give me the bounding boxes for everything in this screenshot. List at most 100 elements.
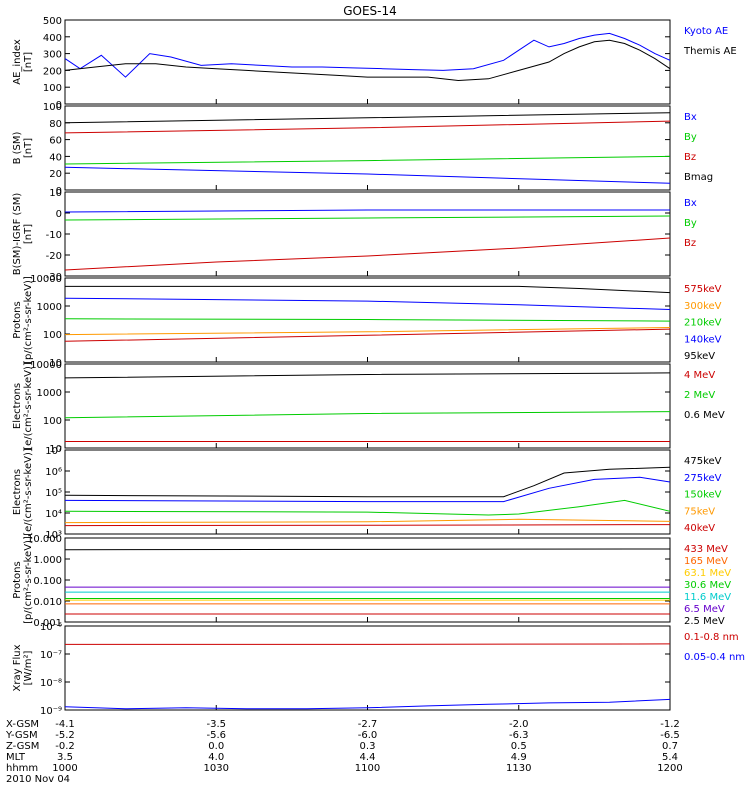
- series-line-40kev: [64, 524, 671, 527]
- legend-entry: 0.05-0.4 nm: [684, 652, 745, 663]
- axis-tick-value: -2.0: [509, 719, 529, 730]
- y-axis-label: [p/(cm²-s-sr-keV)]: [23, 536, 34, 624]
- axis-row-label: Y-GSM: [5, 730, 38, 741]
- axis-tick-value: -0.2: [55, 741, 75, 752]
- y-tick-label: 200: [43, 66, 62, 77]
- legend-entry: Bmag: [684, 172, 713, 183]
- plot-title: GOES-14: [343, 4, 397, 18]
- legend-entry: 63.1 MeV: [684, 568, 731, 579]
- panel-4: 10 100 1000 10000 Protons [p/(cm²-s-sr-keV)] 5…: [12, 274, 722, 369]
- axis-tick-value: -5.6: [206, 730, 226, 741]
- legend-entry: 475keV: [684, 456, 722, 467]
- plot-date: 2010 Nov 04: [6, 774, 70, 785]
- y-axis-label: Electrons: [12, 383, 23, 429]
- y-tick-label: 0.001: [33, 618, 62, 629]
- axis-row-label: X-GSM: [6, 719, 39, 730]
- axis-tick-value: -6.3: [509, 730, 529, 741]
- y-tick-label: 500: [43, 16, 62, 27]
- y-tick-label: 1000: [37, 388, 62, 399]
- y-tick-label: 10⁷: [45, 446, 62, 457]
- series-line-kyoto-ae: [64, 32, 671, 78]
- y-tick-label: 100: [43, 416, 62, 427]
- legend-entry: 0.1-0.8 nm: [684, 632, 739, 643]
- axis-row-label: Z-GSM: [6, 741, 39, 752]
- y-axis-label: [nT]: [23, 224, 34, 244]
- y-axis-label: Xray Flux: [12, 644, 23, 691]
- series-line-themis-ae: [64, 39, 671, 82]
- series-line-0-1-0-8-nm: [65, 643, 671, 645]
- legend-entry: 40keV: [684, 523, 715, 534]
- legend-entry: Themis AE: [683, 46, 737, 57]
- y-tick-label: 10⁻⁸: [40, 678, 62, 689]
- y-axis-label: [W/m²]: [23, 650, 34, 685]
- series-line-bmag: [64, 112, 671, 124]
- axis-tick-value: 4.9: [511, 752, 527, 763]
- y-tick-label: 0: [56, 100, 62, 111]
- legend-entry: 433 MeV: [684, 544, 728, 555]
- legend-entry: 150keV: [684, 490, 722, 501]
- y-tick-label: 10: [49, 188, 62, 199]
- y-axis-label: [p/(cm²-s-sr-keV)]: [23, 276, 34, 364]
- axis-tick-value: -3.5: [206, 719, 226, 730]
- series-line-0-6-mev: [64, 372, 671, 379]
- y-tick-label: 100: [43, 102, 62, 113]
- y-tick-label: 10: [49, 358, 62, 369]
- axis-tick-value: 1000: [52, 763, 77, 774]
- legend-entry: 95keV: [684, 351, 715, 362]
- y-tick-label: 10⁻⁶: [40, 622, 62, 633]
- y-tick-label: 100: [43, 83, 62, 94]
- series-line-bz: [64, 237, 671, 271]
- axis-tick-value: -4.1: [55, 719, 75, 730]
- y-tick-label: 60: [49, 136, 62, 147]
- y-tick-label: 10⁻⁹: [40, 706, 62, 717]
- legend-entry: Bz: [684, 152, 696, 163]
- axis-tick-value: 0.5: [511, 741, 527, 752]
- y-tick-label: 1.000: [33, 555, 62, 566]
- legend-entry: Kyoto AE: [684, 26, 728, 37]
- axis-tick-value: 0.7: [662, 741, 678, 752]
- y-axis-label: Protons: [12, 301, 23, 338]
- legend-entry: 0.6 MeV: [684, 410, 725, 421]
- axis-tick-value: -1.2: [660, 719, 680, 730]
- y-axis-label: [e/(cm²-s-sr-keV)]: [23, 448, 34, 536]
- y-axis-label: B (SM): [12, 131, 23, 164]
- y-tick-label: 10⁶: [45, 467, 62, 478]
- legend-entry: 4 MeV: [684, 370, 715, 381]
- series-line-210kev: [64, 318, 671, 322]
- y-axis-label: Protons: [12, 561, 23, 598]
- legend-entry: 6.5 MeV: [684, 604, 725, 615]
- axis-tick-value: 1030: [204, 763, 229, 774]
- axis-tick-value: 1100: [355, 763, 380, 774]
- legend-entry: 300keV: [684, 301, 722, 312]
- axis-tick-value: 1200: [657, 763, 682, 774]
- y-tick-label: 0.010: [33, 597, 62, 608]
- legend-entry: 210keV: [684, 318, 722, 329]
- legend-entry: 75keV: [684, 506, 715, 517]
- y-axis-label: [e/(cm²-s-sr-keV)]: [23, 362, 34, 450]
- series-line-0-05-0-4-nm: [64, 698, 671, 710]
- series-line-475kev: [64, 466, 671, 498]
- y-tick-label: 40: [49, 152, 62, 163]
- axis-tick-value: 5.4: [662, 752, 678, 763]
- series-line-by: [64, 155, 671, 165]
- series-line-bx: [64, 166, 671, 184]
- axis-tick-value: -6.0: [358, 730, 378, 741]
- legend-entry: 275keV: [684, 473, 722, 484]
- legend-entry: Bx: [684, 198, 697, 209]
- y-tick-label: 400: [43, 33, 62, 44]
- y-tick-label: 0: [56, 209, 62, 220]
- series-line-by: [64, 215, 671, 221]
- panel-8: 10⁻⁹ 10⁻⁸ 10⁻⁷ 10⁻⁶ Xray Flux [W/m²] 0.1-0.8 n…: [12, 622, 745, 717]
- panel-6: 10³ 10⁴ 10⁵ 10⁶ 10⁷ Electrons [e/(cm²-s-sr-keV…: [12, 446, 722, 541]
- y-tick-label: -10: [46, 230, 62, 241]
- y-tick-label: 20: [49, 169, 62, 180]
- series-line-95kev: [65, 285, 671, 294]
- legend-entry: By: [684, 132, 697, 143]
- y-tick-label: 10.000: [27, 534, 62, 545]
- panel-frame: [64, 191, 671, 277]
- y-tick-label: -30: [46, 272, 62, 283]
- series-line-140kev: [64, 297, 671, 310]
- axis-row-label: MLT: [6, 752, 26, 763]
- series-line-575kev: [64, 328, 671, 342]
